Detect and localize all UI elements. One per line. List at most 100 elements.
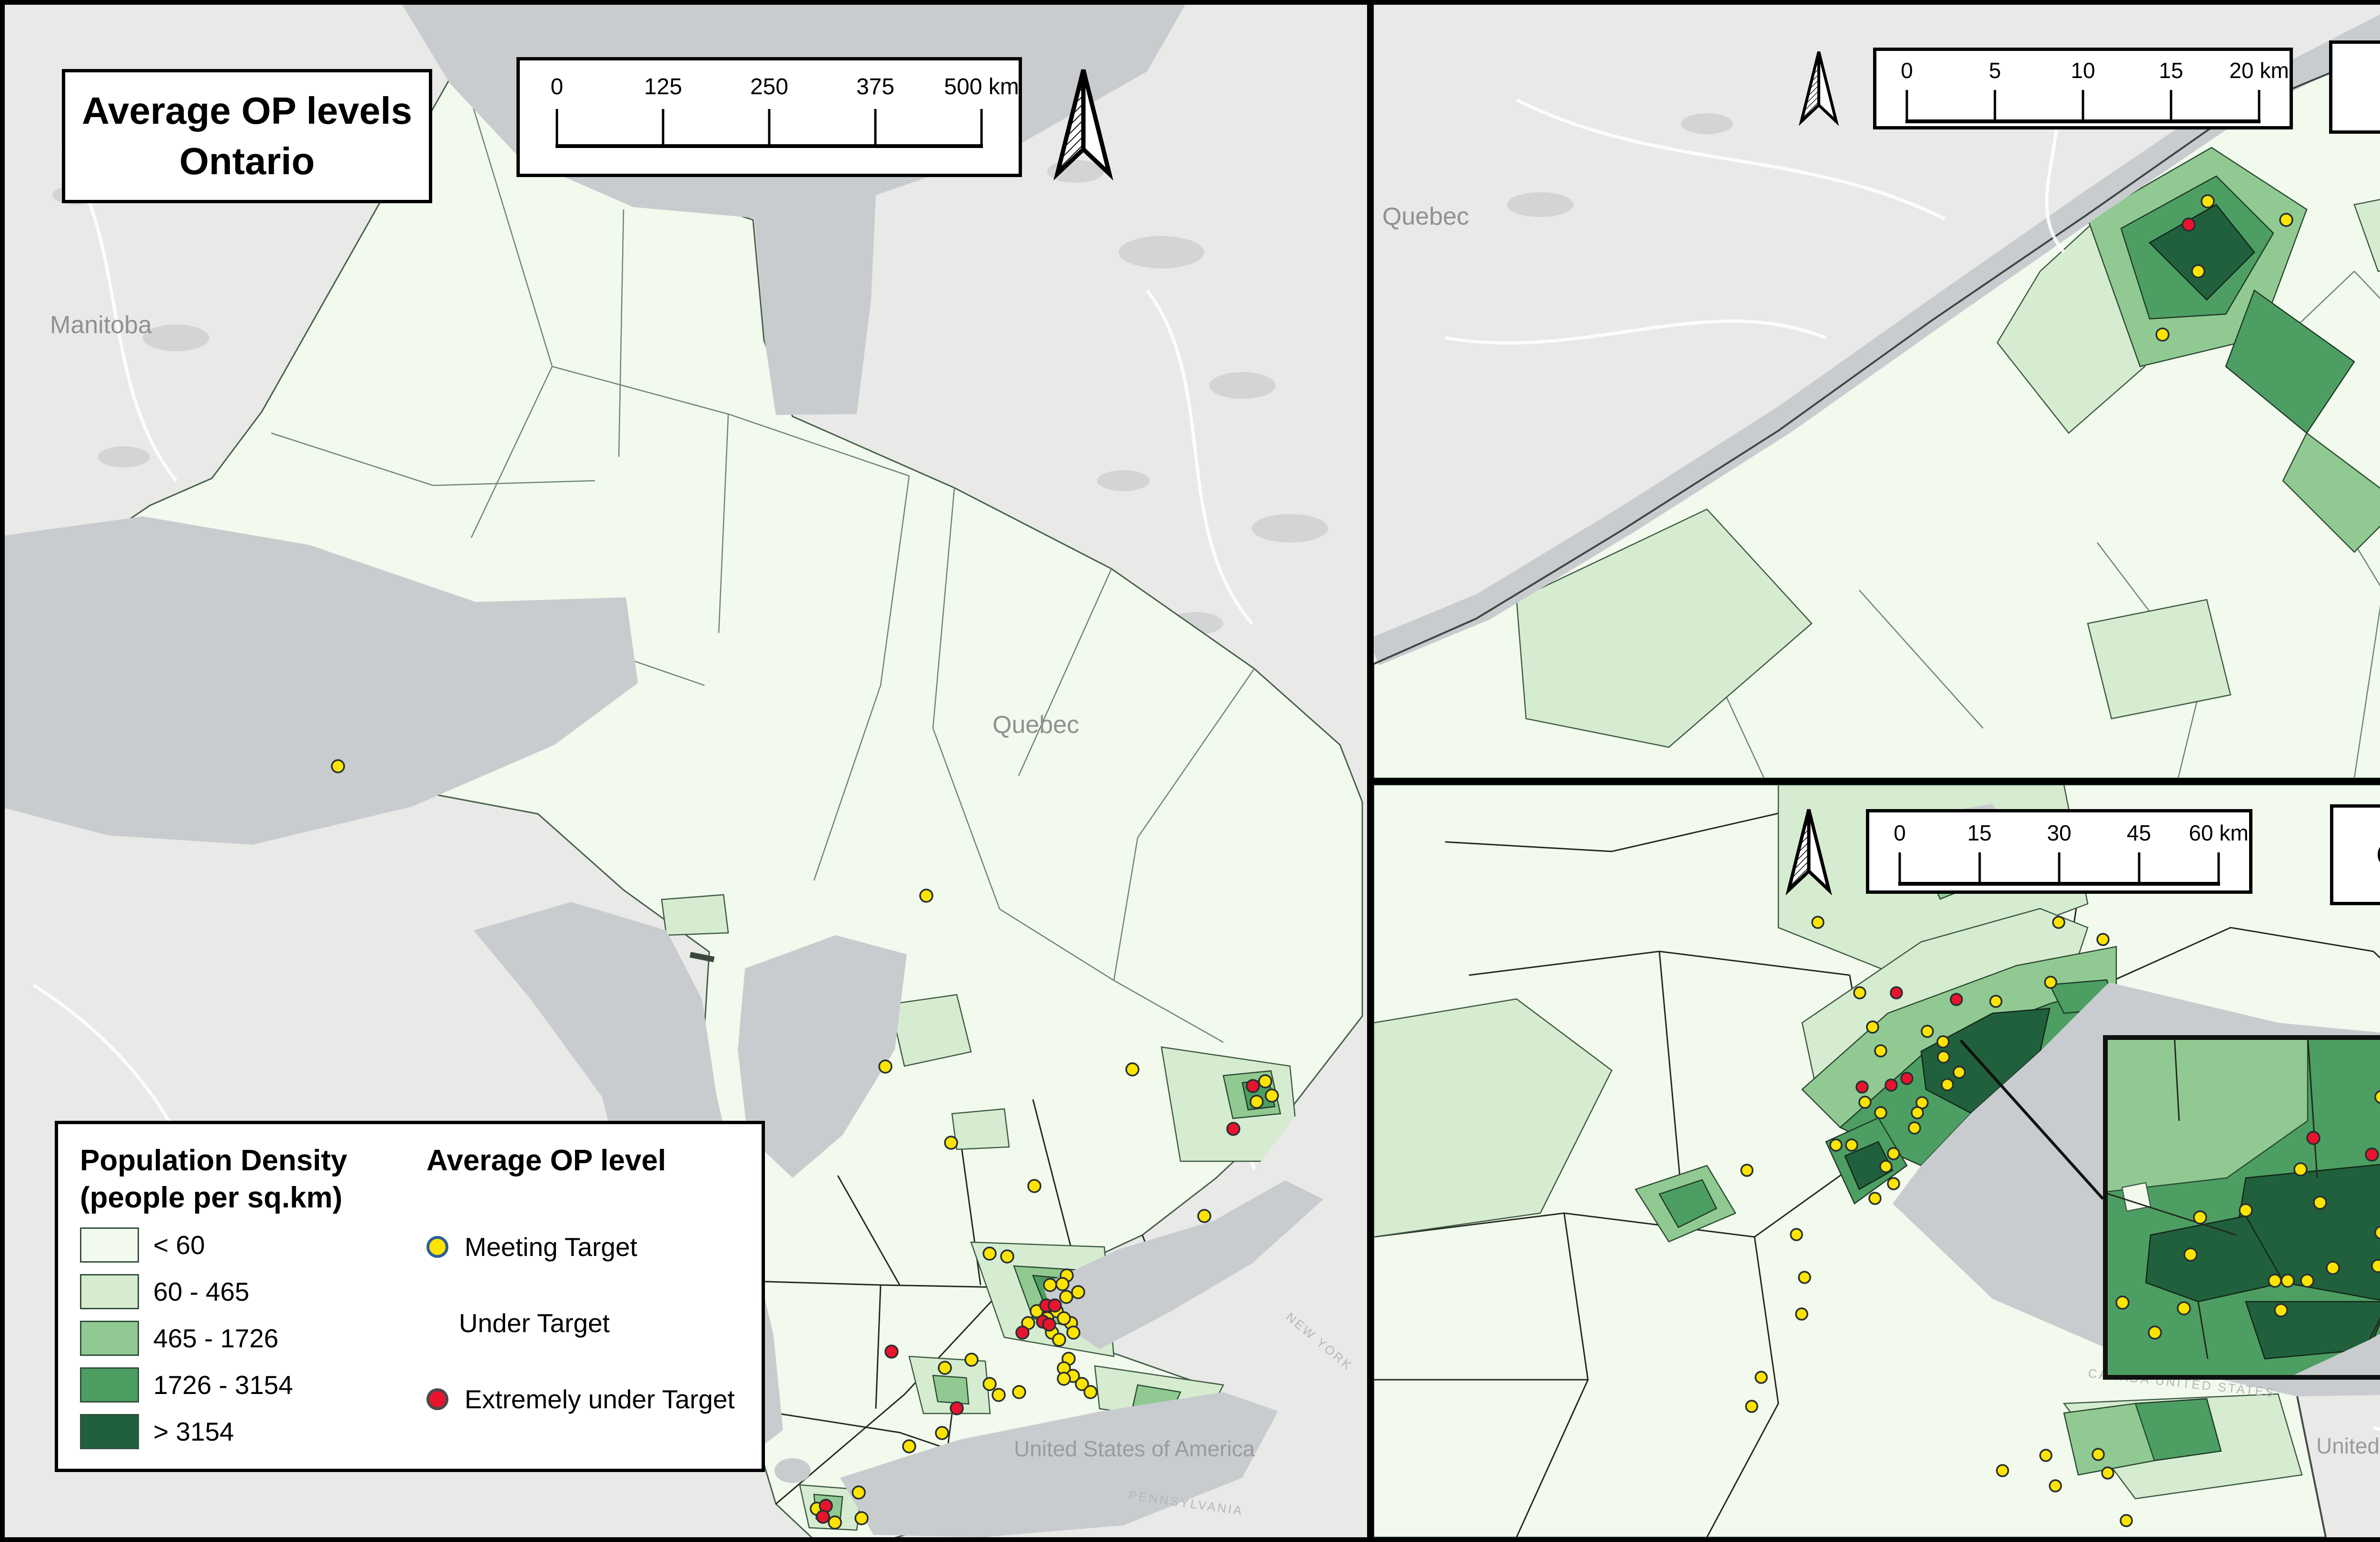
meeting-target-dot	[982, 1377, 997, 1391]
op-level-label: Extremely under Target	[465, 1384, 735, 1414]
meeting-target-dot	[2039, 1449, 2053, 1462]
census-division-boundaries-north	[271, 61, 1255, 1043]
legend-op-column: Average OP level Meeting Target Under Tar…	[426, 1142, 740, 1451]
label-quebec: Quebec	[992, 711, 1079, 739]
meeting-target-dot	[1853, 986, 1866, 999]
meeting-target-dot	[1000, 1249, 1014, 1264]
map-title-box: Average OP levels Ontario	[62, 69, 432, 203]
inset-boundaries	[2103, 1035, 2380, 1359]
meeting-target-dot	[1012, 1385, 1026, 1399]
ottawa-map-panel: Quebec 0 5 10 15 20 km Ottawa Region	[1374, 5, 2380, 778]
meeting-target-dot	[2293, 1162, 2308, 1176]
op-level-dots	[1740, 916, 2133, 1527]
op-level-dots	[331, 759, 1279, 1530]
legend-density-title-line2: (people per sq.km)	[80, 1181, 343, 1214]
georgian-bay	[738, 935, 907, 1178]
river-coastline	[1374, 51, 2380, 665]
legend-op-row: Meeting Target	[426, 1232, 740, 1262]
meeting-target-dot	[2300, 1274, 2314, 1288]
legend-op-title: Average OP level	[426, 1144, 666, 1177]
extremely-under-target-dot	[1900, 1072, 1914, 1085]
scale-label: 125	[644, 74, 683, 99]
meeting-target-dot	[2371, 1259, 2380, 1273]
panel-title-box: Ottawa Region	[2329, 40, 2380, 134]
inset-lake-ontario	[2284, 1334, 2380, 1380]
legend-op-row: Extremely under Target	[426, 1384, 740, 1414]
meeting-target-dot	[1250, 1095, 1264, 1109]
op-level-marker	[426, 1388, 448, 1410]
meeting-target-dot	[2279, 213, 2293, 227]
meeting-target-dot	[828, 1515, 842, 1530]
extremely-under-target-dot	[950, 1401, 964, 1415]
meeting-target-dot	[1887, 1177, 1900, 1190]
op-level-dots	[2155, 194, 2293, 342]
ontario-map-panel: Manitoba Quebec United States of America…	[5, 5, 1367, 1537]
meeting-target-dot	[1908, 1121, 1921, 1135]
meeting-target-dot	[2177, 1301, 2191, 1315]
density-class-label: 1726 - 3154	[153, 1370, 293, 1400]
meeting-target-dot	[1937, 1050, 1950, 1064]
op-level-label: Meeting Target	[465, 1232, 637, 1262]
legend-class-row: 1726 - 3154	[80, 1367, 393, 1403]
extremely-under-target-dot	[1855, 1080, 1869, 1094]
meeting-target-dot	[2191, 264, 2205, 278]
meeting-target-dot	[2374, 1226, 2380, 1240]
inset-leader-line	[1959, 1039, 2104, 1200]
density-class-label: > 3154	[153, 1417, 234, 1446]
meeting-target-dot	[2120, 1514, 2133, 1527]
meeting-target-dot	[854, 1511, 869, 1525]
meeting-target-dot	[1052, 1333, 1066, 1347]
legend-class-row: 60 - 465	[80, 1274, 393, 1309]
meeting-target-dot	[878, 1059, 892, 1074]
extremely-under-target-dot	[884, 1344, 899, 1359]
inset-border	[2103, 1035, 2380, 1380]
meeting-target-dot	[1874, 1106, 1887, 1119]
meeting-target-dot	[964, 1353, 979, 1367]
meeting-target-dot	[938, 1361, 952, 1375]
meeting-target-dot	[1197, 1209, 1211, 1223]
density-swatch	[80, 1274, 139, 1309]
meeting-target-dot	[1874, 1044, 1887, 1058]
meeting-target-dot	[2239, 1203, 2253, 1217]
scale-bar: 0 5 10 15 20 km	[1873, 48, 2293, 129]
lake-ontario	[1042, 1180, 1323, 1349]
meeting-target-dot	[852, 1485, 866, 1500]
label-usa: United States of America	[2316, 1433, 2380, 1458]
meeting-target-dot	[2268, 1274, 2282, 1288]
extremely-under-target-dot	[1890, 986, 1903, 999]
meeting-target-dot	[2044, 976, 2057, 989]
op-level-dots	[2115, 1090, 2380, 1340]
meeting-target-dot	[1755, 1371, 1768, 1384]
density-class-label: 60 - 465	[153, 1277, 249, 1306]
meeting-target-dot	[1071, 1285, 1085, 1299]
extremely-under-target-dot	[2306, 1131, 2320, 1145]
meeting-target-dot	[1795, 1307, 1808, 1321]
meeting-target-dot	[2183, 1247, 2198, 1262]
lake-superior	[5, 516, 638, 845]
meeting-target-dot	[1858, 1096, 1872, 1109]
scale-label: 5	[1989, 58, 2001, 83]
meeting-target-dot	[1745, 1400, 1758, 1413]
op-level-marker-empty	[426, 1315, 443, 1331]
meeting-target-dot	[1057, 1372, 1071, 1386]
meeting-target-dot	[1265, 1088, 1279, 1103]
meeting-target-dot	[331, 759, 345, 773]
op-level-marker	[426, 1236, 448, 1258]
scale-label: 30	[2047, 820, 2072, 845]
extremely-under-target-dot	[816, 1510, 830, 1524]
meeting-target-dot	[2148, 1325, 2162, 1340]
meeting-target-dot	[1996, 1464, 2009, 1477]
meeting-target-dot	[1845, 1138, 1858, 1152]
scale-label: 0	[1901, 58, 1913, 83]
meeting-target-dot	[2115, 1295, 2130, 1310]
extremely-under-target-dot	[1226, 1122, 1240, 1136]
meeting-target-dot	[2274, 1303, 2288, 1317]
meeting-target-dot	[1811, 916, 1825, 929]
panel-title: Golden Horseshoe	[2377, 837, 2380, 872]
meeting-target-dot	[1027, 1179, 1041, 1193]
toronto-inset-map	[2103, 1035, 2380, 1380]
meeting-target-dot	[2052, 916, 2065, 929]
extremely-under-target-dot	[2182, 217, 2196, 232]
meeting-target-dot	[902, 1439, 916, 1453]
label-usa: United States of America	[1014, 1436, 1255, 1461]
